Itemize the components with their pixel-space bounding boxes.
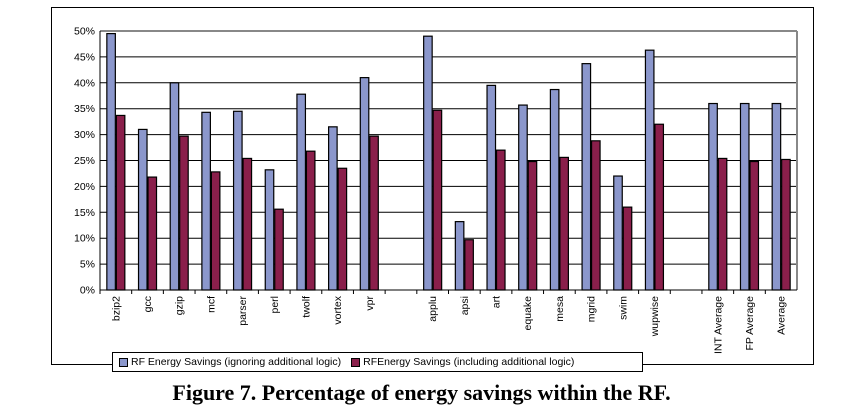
x-tick-label-average: Average [776, 296, 788, 335]
legend-label-series-2: RFEnergy Savings (including additional l… [363, 356, 575, 368]
legend-swatch-series-1 [119, 357, 128, 367]
bar-2-mgrid [590, 140, 601, 291]
y-tick-label-10: 50% [74, 26, 95, 38]
bar-2-art [495, 149, 506, 291]
legend-item-series-2: RFEnergy Savings (including additional l… [351, 356, 574, 368]
y-tick-label-5: 25% [74, 155, 95, 167]
bar-1-equake [518, 104, 528, 291]
bar-1-parser [232, 110, 243, 291]
x-tick-label-art: art [491, 296, 503, 308]
x-tick-label-equake: equake [522, 296, 534, 331]
x-tick-label-gcc: gcc [142, 296, 154, 312]
bar-2-apsi [464, 239, 474, 291]
bar-2-gzip [179, 135, 189, 291]
bar-2-mesa [559, 156, 569, 291]
x-tick-label-swim: swim [617, 296, 629, 320]
bar-1-perl [264, 169, 275, 291]
bar-2-gcc [147, 176, 158, 291]
y-tick-label-6: 30% [74, 129, 95, 141]
bar-2-perl [274, 208, 284, 291]
bar-1-fp-average [739, 102, 750, 291]
bar-chart: 0% 5% 10% 15% 20% 25% 30% 35% 40% 45% 50% bzip2 gcc g… [74, 26, 798, 354]
x-tick-label-vortex: vortex [332, 295, 344, 324]
x-tick-label-mesa: mesa [554, 296, 566, 322]
x-tick-label-apsi: apsi [459, 296, 471, 315]
x-tick-label-twolf: twolf [300, 296, 312, 318]
y-tick-label-4: 20% [74, 181, 95, 193]
bar-2-vortex [337, 167, 348, 291]
legend: RF Energy Savings (ignoring additional l… [112, 352, 643, 372]
bar-1-mgrid [581, 63, 592, 291]
x-tick-label-fp-average: FP Average [744, 296, 756, 351]
y-tick-label-3: 15% [74, 207, 95, 219]
x-tick-label-mgrid: mgrid [586, 296, 598, 322]
bar-1-wupwise [644, 49, 655, 291]
legend-item-series-1: RF Energy Savings (ignoring additional l… [119, 356, 341, 368]
y-tick-label-8: 40% [74, 77, 95, 89]
bar-2-swim [622, 206, 633, 291]
x-tick-label-parser: parser [237, 296, 249, 326]
bar-1-gcc [137, 128, 148, 291]
y-tick-label-2: 10% [74, 233, 95, 245]
legend-swatch-series-2 [351, 357, 361, 367]
bar-2-fp-average [749, 160, 760, 291]
figure-caption: Figure 7. Percentage of energy savings w… [172, 380, 671, 405]
chart-frame: 0% 5% 10% 15% 20% 25% 30% 35% 40% 45% 50% bzip2 gcc g… [51, 7, 814, 372]
x-tick-label-vpr: vpr [364, 296, 376, 311]
x-tick-label-applu: applu [427, 296, 439, 322]
bar-1-swim [613, 175, 623, 291]
bar-1-twolf [296, 93, 307, 291]
bar-1-applu [423, 35, 433, 291]
bar-1-vortex [328, 126, 338, 291]
bar-2-twolf [305, 150, 316, 291]
bar-2-parser [242, 157, 253, 291]
bar-1-int-average [708, 102, 718, 291]
y-tick-label-0: 0% [80, 285, 95, 297]
x-tick-label-int-average: INT Average [712, 296, 724, 354]
bar-2-equake [527, 160, 538, 291]
y-tick-label-7: 35% [74, 103, 95, 115]
y-tick-label-9: 45% [74, 51, 95, 63]
bar-1-mesa [549, 88, 560, 291]
x-tick-label-bzip2: bzip2 [110, 296, 122, 321]
bar-1-vpr [359, 77, 370, 291]
bar-1-apsi [454, 221, 465, 291]
bar-1-mcf [201, 111, 211, 291]
bar-2-average [781, 158, 791, 291]
y-tick-label-1: 5% [80, 259, 95, 271]
bar-2-bzip2 [115, 114, 126, 291]
x-tick-label-wupwise: wupwise [649, 296, 661, 337]
bar-1-bzip2 [106, 32, 116, 291]
x-tick-label-mcf: mcf [205, 296, 217, 313]
x-tick-label-gzip: gzip [174, 296, 186, 315]
x-tick-label-perl: perl [269, 296, 281, 314]
bar-2-mcf [210, 171, 221, 291]
bar-1-gzip [169, 82, 180, 291]
bar-2-int-average [717, 157, 728, 291]
legend-label-series-1: RF Energy Savings (ignoring additional l… [131, 356, 342, 368]
bar-2-wupwise [654, 123, 665, 291]
bar-1-average [771, 102, 782, 291]
bar-2-vpr [369, 135, 379, 291]
bar-2-applu [432, 109, 443, 291]
bar-1-art [486, 84, 497, 291]
